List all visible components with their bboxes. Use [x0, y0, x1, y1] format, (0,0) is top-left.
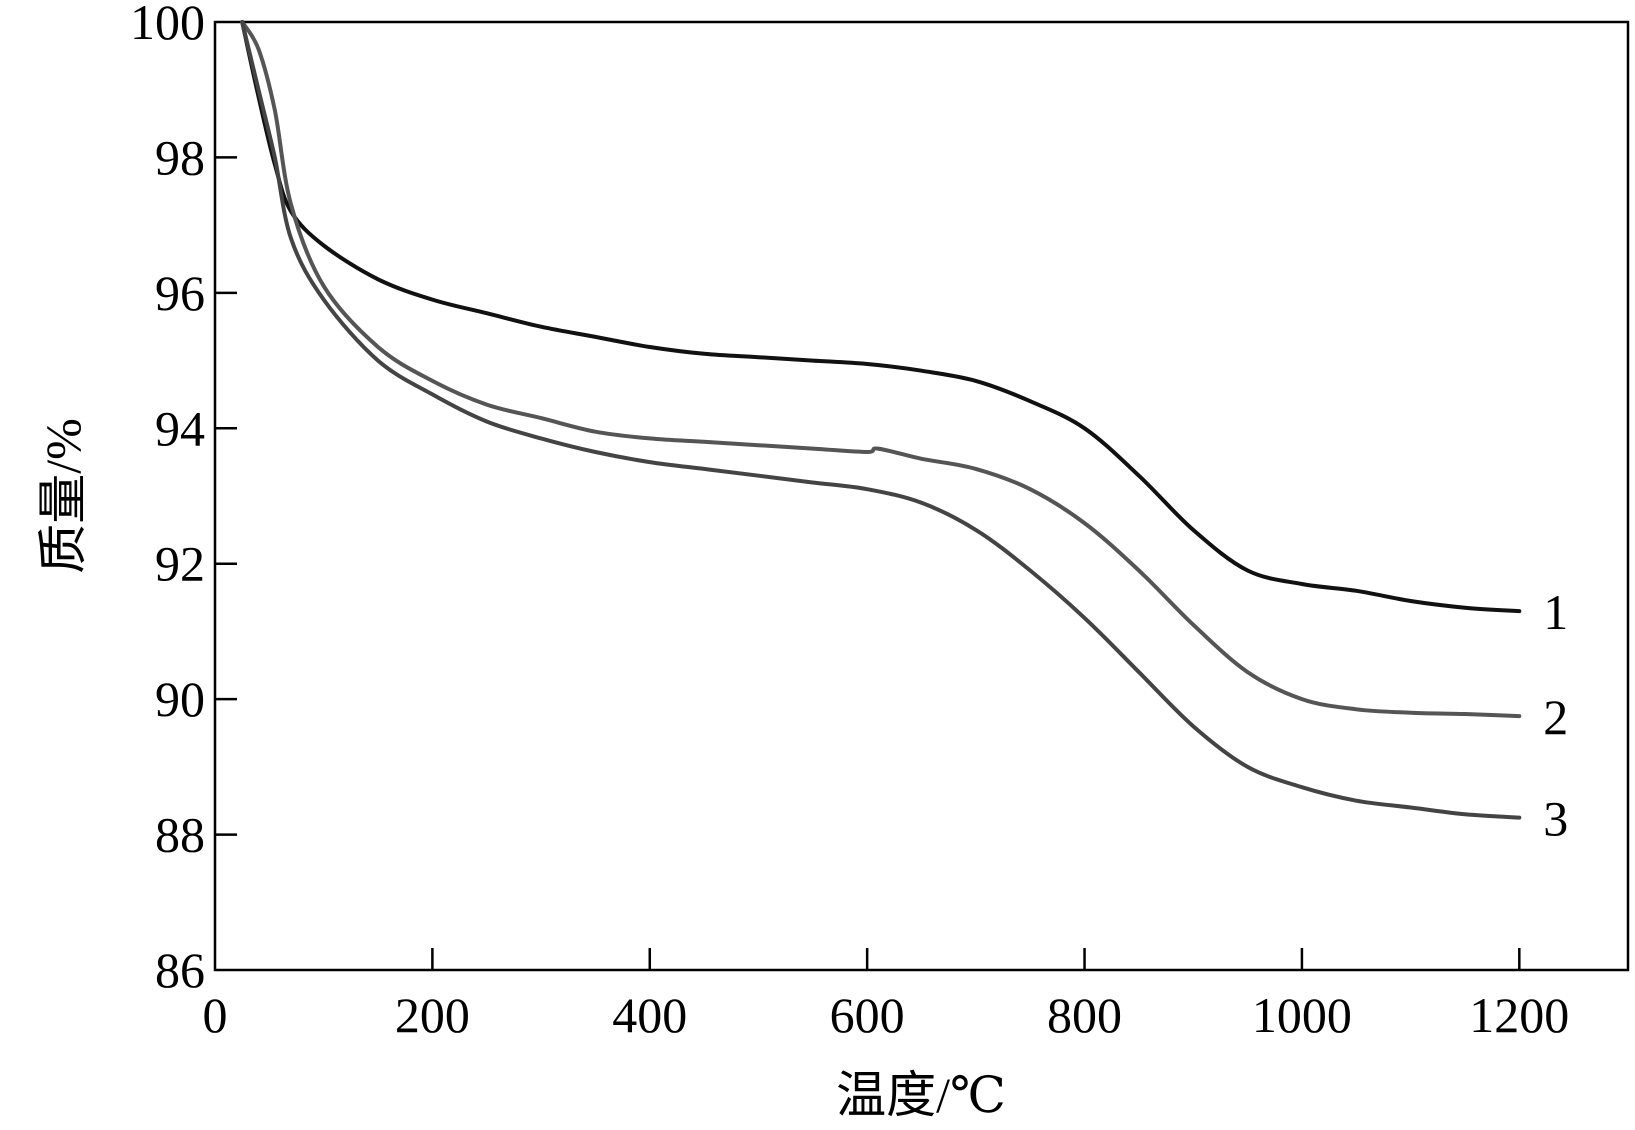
y-tick-label: 88 [155, 807, 205, 863]
y-tick-label: 86 [155, 942, 205, 998]
x-tick-label: 1000 [1252, 987, 1352, 1043]
x-axis-label: 温度/℃ [836, 1067, 1006, 1123]
series-label-2: 2 [1543, 689, 1568, 745]
series-label-3: 3 [1543, 791, 1568, 847]
x-axis-ticks: 0 200 400 600 800 1000 1200 [203, 948, 1569, 1043]
series-line-3 [240, 20, 1522, 820]
series-lines [240, 20, 1522, 820]
x-tick-label: 0 [203, 987, 228, 1043]
y-tick-label: 96 [155, 265, 205, 321]
series-line-2 [240, 20, 1522, 719]
y-tick-label: 92 [155, 536, 205, 592]
x-tick-label: 400 [612, 987, 687, 1043]
y-tick-label: 100 [130, 0, 205, 50]
y-tick-label: 90 [155, 671, 205, 727]
plot-frame [213, 20, 1630, 972]
series-label-1: 1 [1543, 584, 1568, 640]
x-tick-label: 600 [830, 987, 905, 1043]
series-line-1 [240, 20, 1522, 614]
x-tick-label: 800 [1047, 987, 1122, 1043]
y-tick-label: 94 [155, 400, 205, 456]
x-tick-label: 200 [395, 987, 470, 1043]
y-axis-label: 质量/% [35, 418, 91, 574]
y-axis-ticks: 86 88 90 92 94 96 98 100 [130, 0, 237, 998]
series-labels: 1 2 3 [1543, 584, 1568, 847]
y-tick-label: 98 [155, 129, 205, 185]
x-tick-label: 1200 [1469, 987, 1569, 1043]
